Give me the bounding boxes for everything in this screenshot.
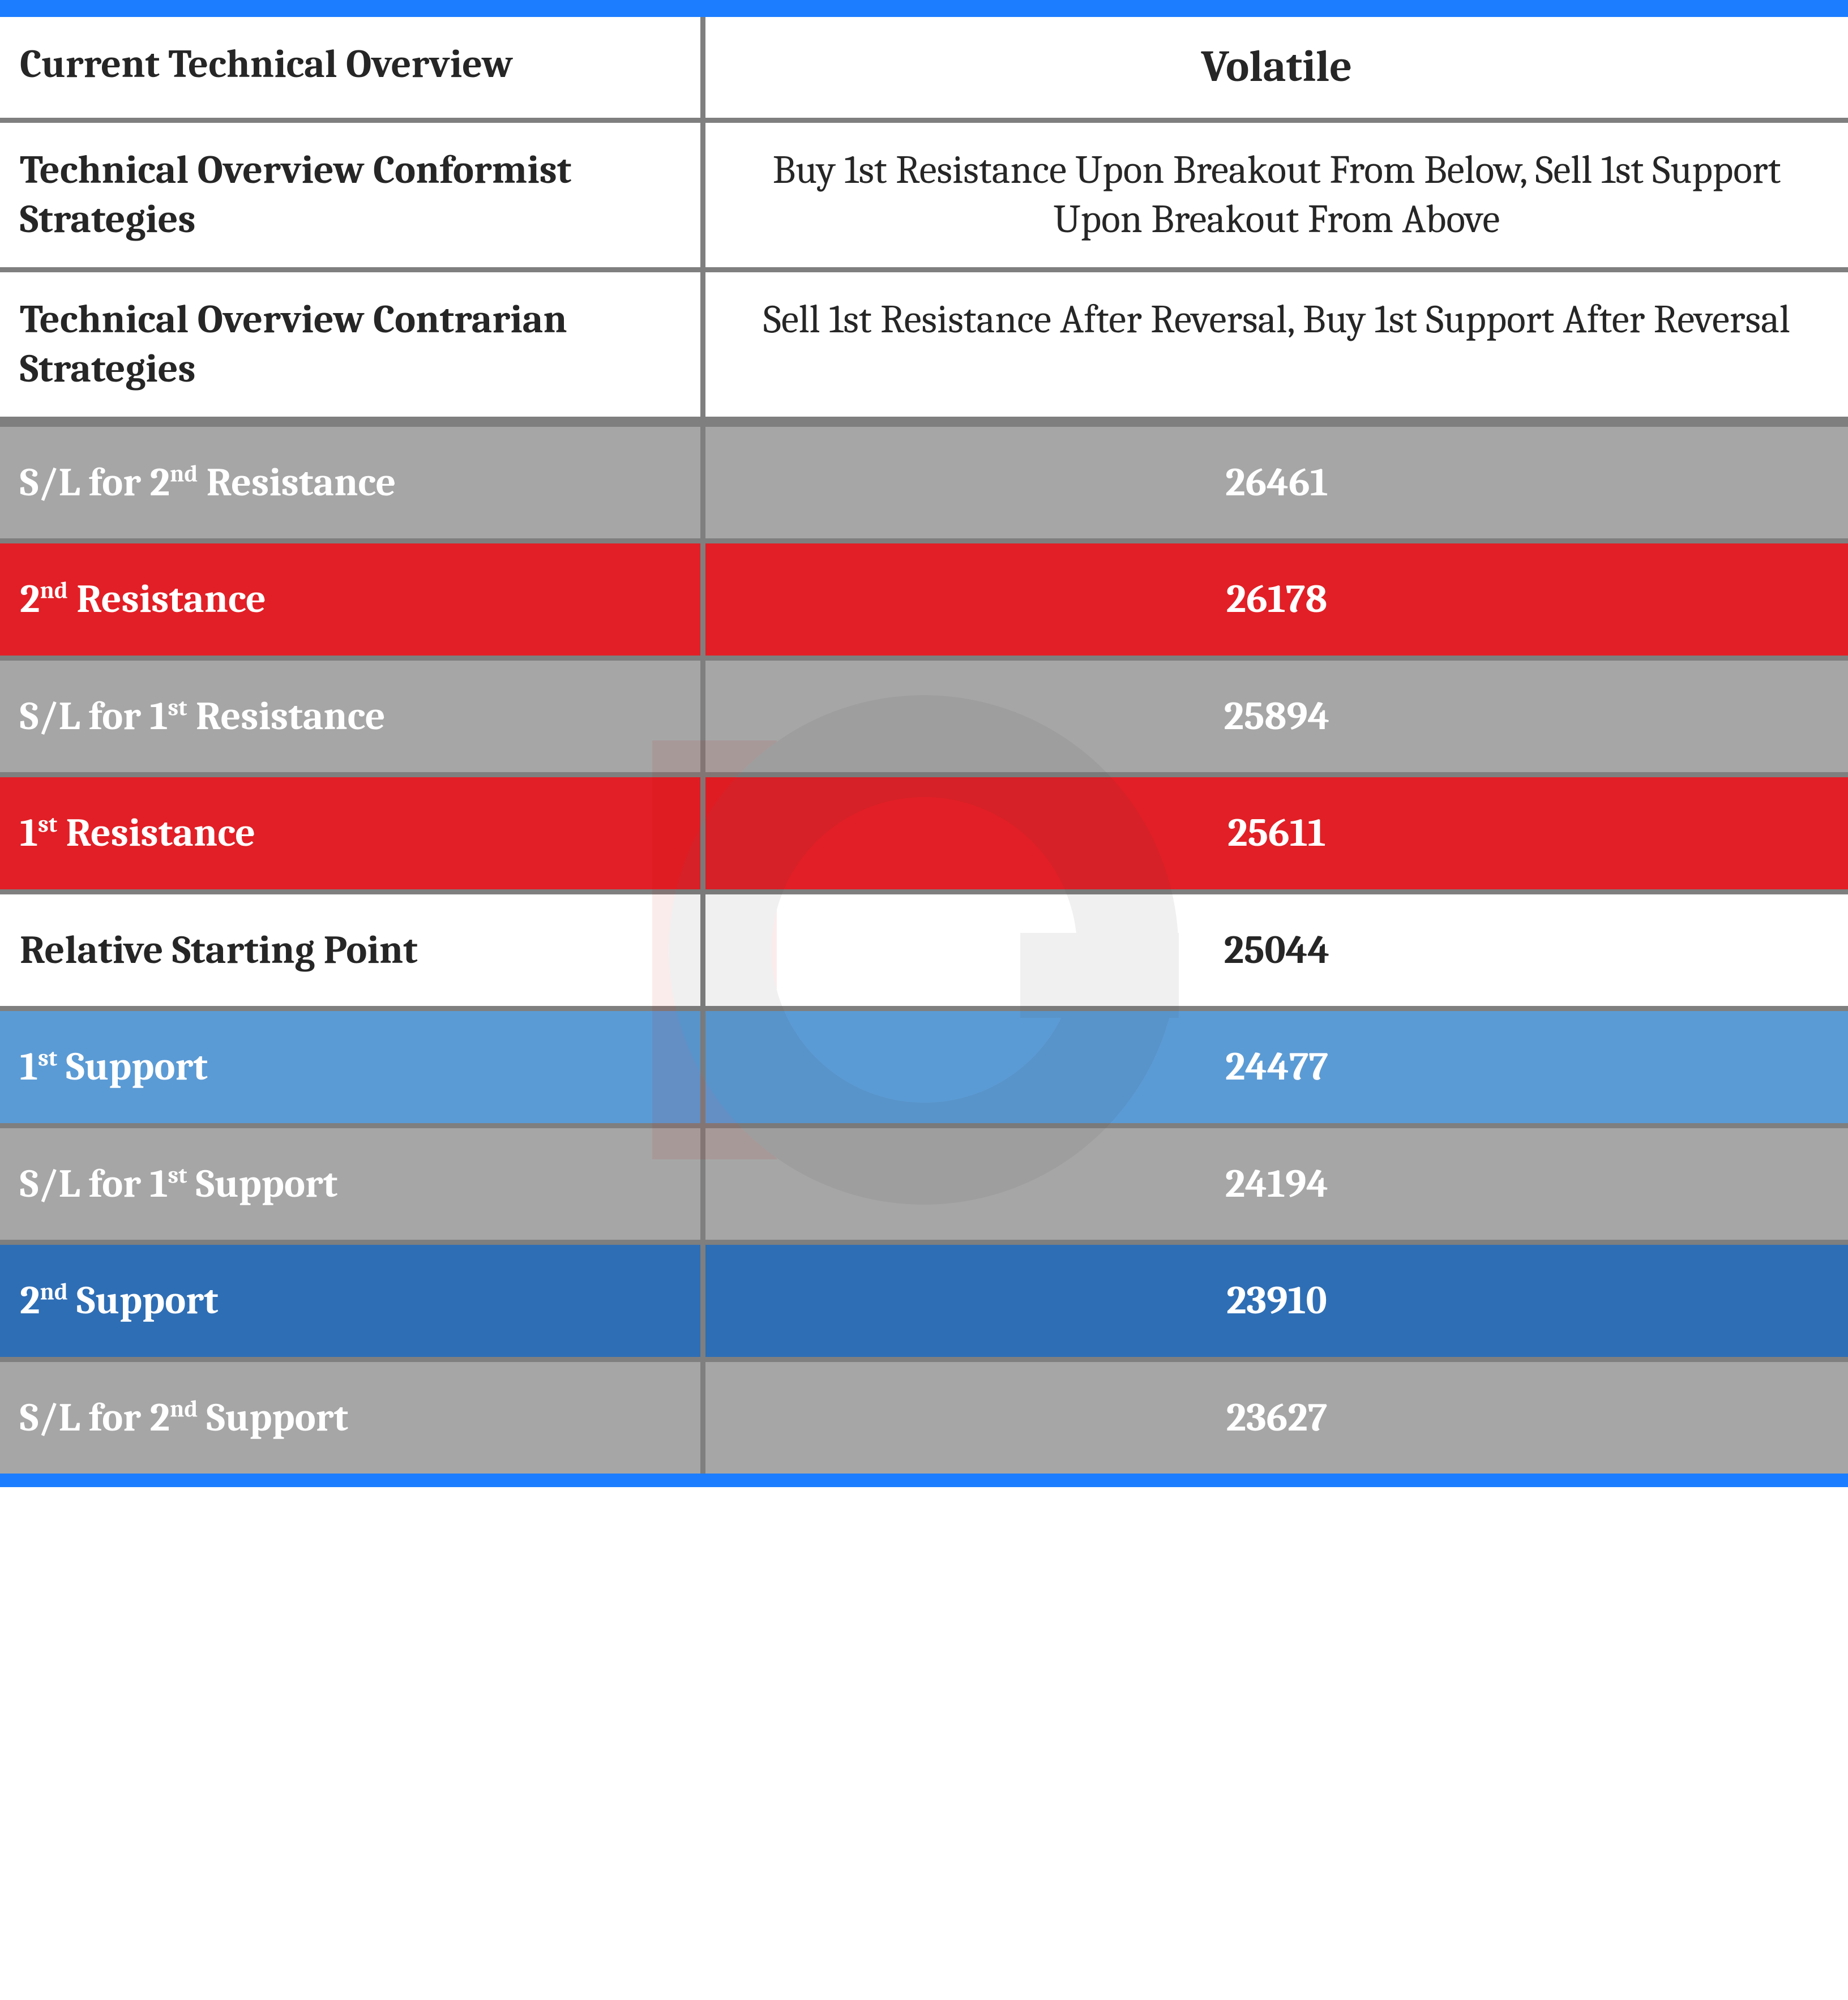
level-value: 24477 (705, 1011, 1848, 1123)
strategy-row: Technical Overview Conformist Strategies… (0, 123, 1848, 267)
level-label-suffix: Support (68, 1278, 219, 1324)
header-label: Current Technical Overview (0, 17, 700, 118)
level-label-prefix: S/L for 1 (20, 1161, 168, 1207)
strategy-label: Technical Overview Contrarian Strategies (0, 272, 700, 417)
level-value: 26461 (705, 427, 1848, 539)
row-divider (0, 656, 1848, 661)
row-divider (0, 889, 1848, 894)
row-divider (0, 1123, 1848, 1128)
column-divider (700, 1245, 705, 1357)
level-label-suffix: Support (187, 1161, 338, 1207)
row-divider (0, 267, 1848, 272)
level-value: 23910 (705, 1245, 1848, 1357)
level-value: 25044 (705, 894, 1848, 1007)
level-label-prefix: S/L for 1 (20, 693, 168, 739)
header-value: Volatile (705, 17, 1848, 118)
strategy-label: Technical Overview Conformist Strategies (0, 123, 700, 267)
level-label-ordinal: st (38, 811, 57, 838)
level-label-ordinal: nd (40, 577, 68, 605)
level-label-ordinal: nd (40, 1278, 68, 1306)
column-divider (700, 777, 705, 889)
column-divider (700, 1362, 705, 1474)
level-label-prefix: S/L for 2 (20, 1395, 170, 1441)
level-row: S/L for 1st Resistance25894 (0, 661, 1848, 773)
level-label-ordinal: nd (170, 1395, 198, 1423)
column-divider (700, 1011, 705, 1123)
level-row: S/L for 2nd Resistance26461 (0, 427, 1848, 539)
level-row: 1st Resistance25611 (0, 777, 1848, 889)
level-label-ordinal: st (168, 693, 187, 721)
level-label-prefix: S/L for 2 (20, 460, 170, 506)
level-label-prefix: 1 (20, 810, 38, 856)
level-label-suffix: Resistance (187, 693, 386, 739)
row-divider (0, 1006, 1848, 1011)
level-label: 1st Resistance (0, 777, 700, 889)
column-divider (700, 272, 705, 417)
level-value: 26178 (705, 543, 1848, 656)
level-row: 2nd Support23910 (0, 1245, 1848, 1357)
row-divider (0, 538, 1848, 543)
level-label-suffix: Resistance (57, 810, 255, 856)
row-divider (0, 1357, 1848, 1362)
level-label-ordinal: st (168, 1161, 187, 1189)
level-label-suffix: Resistance (198, 460, 396, 506)
level-label: 2nd Resistance (0, 543, 700, 656)
level-label-ordinal: st (38, 1044, 57, 1072)
strategy-value: Sell 1st Resistance After Reversal, Buy … (705, 272, 1848, 417)
levels-container: S/L for 2nd Resistance264612nd Resistanc… (0, 427, 1848, 1474)
column-divider (700, 17, 705, 118)
bottom-border-bar (0, 1474, 1848, 1487)
row-divider (0, 1240, 1848, 1245)
level-label-ordinal: nd (170, 460, 198, 487)
level-row: 2nd Resistance26178 (0, 543, 1848, 656)
column-divider (700, 1128, 705, 1240)
level-row: 1st Support24477 (0, 1011, 1848, 1123)
level-value: 24194 (705, 1128, 1848, 1240)
row-divider (0, 772, 1848, 777)
top-border-bar (0, 0, 1848, 17)
level-label: S/L for 2nd Support (0, 1362, 700, 1474)
technical-overview-table: Current Technical Overview Volatile Tech… (0, 0, 1848, 1487)
level-row: S/L for 1st Support24194 (0, 1128, 1848, 1240)
column-divider (700, 661, 705, 773)
row-divider (0, 417, 1848, 427)
level-label: S/L for 1st Resistance (0, 661, 700, 773)
row-divider (0, 118, 1848, 123)
column-divider (700, 894, 705, 1007)
column-divider (700, 427, 705, 539)
level-label-prefix: 2 (20, 576, 40, 622)
level-label: 2nd Support (0, 1245, 700, 1357)
level-label: Relative Starting Point (0, 894, 700, 1007)
column-divider (700, 543, 705, 656)
level-value: 25611 (705, 777, 1848, 889)
level-row: Relative Starting Point 25044 (0, 894, 1848, 1007)
level-value: 25894 (705, 661, 1848, 773)
strategy-row: Technical Overview Contrarian Strategies… (0, 272, 1848, 417)
level-label: S/L for 1st Support (0, 1128, 700, 1240)
level-label-suffix: Support (198, 1395, 348, 1441)
strategy-value: Buy 1st Resistance Upon Breakout From Be… (705, 123, 1848, 267)
level-label: S/L for 2nd Resistance (0, 427, 700, 539)
header-row: Current Technical Overview Volatile (0, 17, 1848, 118)
level-label-prefix: Relative Starting Point (20, 927, 418, 973)
level-label-prefix: 1 (20, 1044, 38, 1090)
level-label: 1st Support (0, 1011, 700, 1123)
level-row: S/L for 2nd Support23627 (0, 1362, 1848, 1474)
level-label-suffix: Support (57, 1044, 208, 1090)
level-label-prefix: 2 (20, 1278, 40, 1324)
level-label-suffix: Resistance (68, 576, 266, 622)
level-value: 23627 (705, 1362, 1848, 1474)
column-divider (700, 123, 705, 267)
